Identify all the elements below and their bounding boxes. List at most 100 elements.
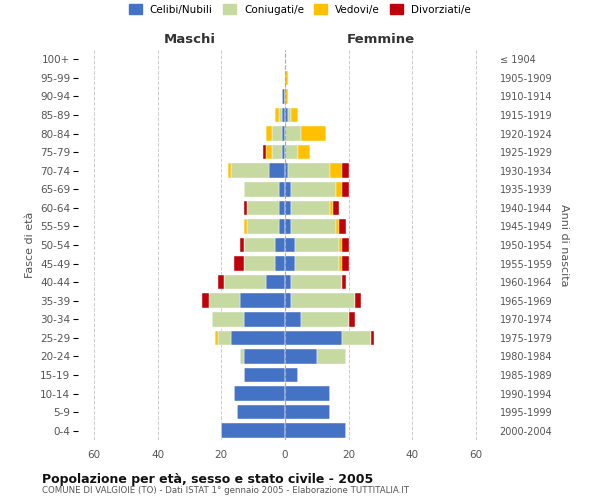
Bar [278,219,285,234]
Text: COMUNE DI VALGIOIE (TO) - Dati ISTAT 1° gennaio 2005 - Elaborazione TUTTITALIA.I: COMUNE DI VALGIOIE (TO) - Dati ISTAT 1° … [42,486,409,495]
Bar [339,256,343,271]
Legend: Celibi/Nubili, Coniugati/e, Vedovi/e, Divorziati/e: Celibi/Nubili, Coniugati/e, Vedovi/e, Di… [125,0,475,19]
Text: Maschi: Maschi [163,34,215,46]
Bar [285,164,288,178]
Bar [298,145,310,160]
Bar [247,219,278,234]
Bar [288,164,329,178]
Bar [285,126,301,141]
Bar [209,294,241,308]
Bar [285,182,292,196]
Bar [227,164,231,178]
Bar [285,424,346,438]
Text: Popolazione per età, sesso e stato civile - 2005: Popolazione per età, sesso e stato civil… [42,472,373,486]
Bar [221,424,285,438]
Bar [241,238,244,252]
Bar [285,145,298,160]
Bar [285,238,295,252]
Bar [355,294,361,308]
Bar [301,126,326,141]
Bar [244,238,275,252]
Bar [301,312,349,326]
Bar [285,349,317,364]
Bar [282,89,285,104]
Bar [212,312,244,326]
Bar [336,182,343,196]
Bar [234,386,285,401]
Bar [244,256,275,271]
Bar [285,200,292,215]
Bar [317,349,346,364]
Bar [202,294,209,308]
Bar [244,182,278,196]
Y-axis label: Fasce di età: Fasce di età [25,212,35,278]
Bar [292,275,343,289]
Bar [292,108,298,122]
Bar [349,312,355,326]
Bar [285,89,288,104]
Text: Femmine: Femmine [346,34,415,46]
Bar [244,349,285,364]
Bar [329,164,343,178]
Bar [266,275,285,289]
Bar [329,200,333,215]
Bar [292,219,336,234]
Bar [343,164,349,178]
Bar [224,275,266,289]
Bar [272,126,282,141]
Bar [285,330,343,345]
Bar [285,70,288,85]
Bar [285,294,292,308]
Bar [288,108,292,122]
Bar [275,238,285,252]
Bar [244,368,285,382]
Bar [272,145,282,160]
Bar [333,200,339,215]
Bar [292,200,329,215]
Bar [237,405,285,419]
Bar [295,256,339,271]
Bar [343,275,346,289]
Bar [339,238,343,252]
Bar [343,238,349,252]
Bar [285,256,295,271]
Bar [247,200,278,215]
Bar [278,108,282,122]
Bar [285,219,292,234]
Bar [244,219,247,234]
Bar [234,256,244,271]
Bar [285,386,329,401]
Bar [295,238,339,252]
Bar [269,164,285,178]
Bar [371,330,374,345]
Bar [343,182,349,196]
Bar [266,126,272,141]
Bar [285,312,301,326]
Bar [215,330,218,345]
Bar [282,145,285,160]
Bar [241,349,244,364]
Bar [218,275,224,289]
Bar [336,219,339,234]
Bar [282,108,285,122]
Bar [285,405,329,419]
Bar [231,330,285,345]
Bar [241,294,285,308]
Bar [282,126,285,141]
Bar [275,256,285,271]
Bar [266,145,272,160]
Bar [343,256,349,271]
Y-axis label: Anni di nascita: Anni di nascita [559,204,569,286]
Bar [285,108,288,122]
Bar [285,368,298,382]
Bar [231,164,269,178]
Bar [244,200,247,215]
Bar [278,182,285,196]
Bar [285,275,292,289]
Bar [275,108,278,122]
Bar [278,200,285,215]
Bar [292,294,355,308]
Bar [218,330,231,345]
Bar [263,145,266,160]
Bar [244,312,285,326]
